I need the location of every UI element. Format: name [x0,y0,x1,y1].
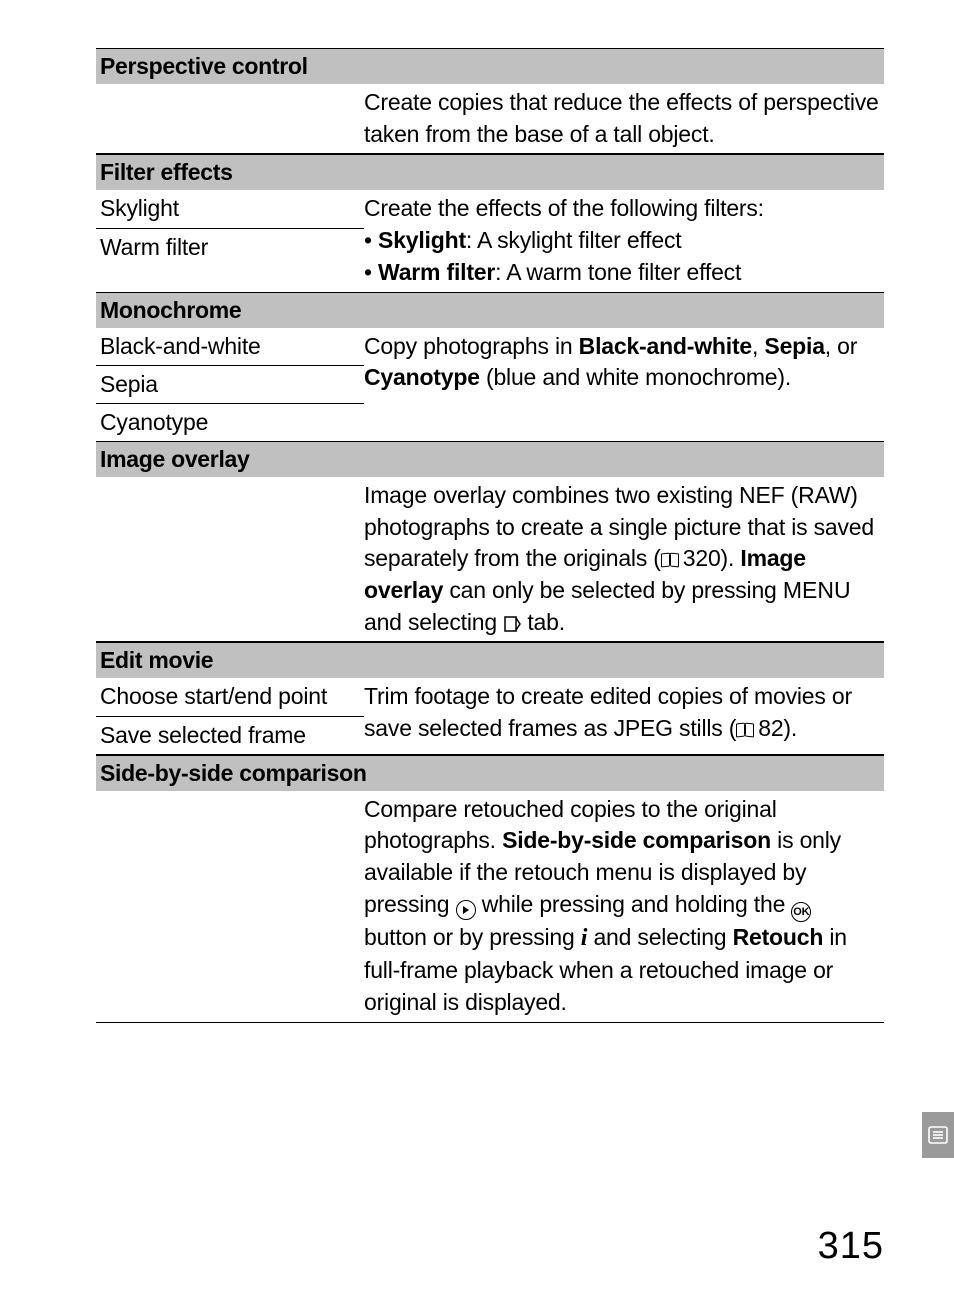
mono-desc-bw: Black-and-white [579,333,752,359]
mono-item-cyan: Cyanotype [96,404,364,441]
section-header-edit: Edit movie [96,642,884,678]
retouch-tab-icon [503,610,521,628]
mono-desc-2: , [752,333,764,359]
overlay-desc-3: can only be selected by pressing [443,577,783,603]
side-tab-menu-icon [922,1112,954,1158]
section-header-perspective: Perspective control [96,48,884,84]
menu-glyph: MENU [783,577,851,603]
side-desc-bold2: Retouch [733,924,824,950]
page-ref-icon [736,723,754,737]
mono-desc-sepia: Sepia [764,333,824,359]
edit-ref: 82 [758,715,783,741]
side-left-empty [96,791,364,1022]
page-number: 315 [818,1225,884,1268]
mono-desc-1: Copy photographs in [364,333,579,359]
overlay-desc: Image overlay combines two existing NEF … [364,477,884,642]
edit-item-save: Save selected frame [96,717,364,754]
edit-desc: Trim footage to create edited copies of … [364,678,884,753]
mono-desc-cyan: Cyanotype [364,364,480,390]
overlay-ref: 320 [683,545,721,571]
ok-button-icon: OK [791,902,811,922]
filter-bullet-skylight-label: Skylight [378,227,466,253]
edit-desc-2: ). [783,715,797,741]
mono-desc-4: (blue and white monochrome). [480,364,791,390]
section-header-side: Side-by-side comparison [96,755,884,791]
section-header-monochrome: Monochrome [96,292,884,328]
section-header-overlay: Image overlay [96,441,884,477]
filter-bullet-skylight-rest: : A skylight filter effect [466,227,682,253]
mono-desc: Copy photographs in Black-and-white, Sep… [364,328,884,441]
filter-bullet-warm-label: Warm filter [378,259,495,285]
side-desc-5: and selecting [587,924,732,950]
side-desc-4: button or by pressing [364,924,581,950]
playback-button-icon [456,900,476,920]
perspective-left-empty [96,84,364,153]
mono-desc-3: , or [825,333,857,359]
filter-desc-lead: Create the effects of the following filt… [364,195,764,221]
overlay-desc-2: ). [721,545,741,571]
overlay-desc-5: tab. [521,609,565,635]
page-ref-icon [661,553,679,567]
edit-item-choose: Choose start/end point [96,678,364,716]
overlay-desc-4: and selecting [364,609,503,635]
side-desc: Compare retouched copies to the original… [364,791,884,1022]
perspective-desc: Create copies that reduce the effects of… [364,84,884,153]
mono-item-sepia: Sepia [96,366,364,404]
mono-item-bw: Black-and-white [96,328,364,366]
side-desc-bold1: Side-by-side comparison [502,827,771,853]
filter-item-warm: Warm filter [96,229,364,266]
filter-bullet-warm-rest: : A warm tone filter effect [495,259,741,285]
overlay-left-empty [96,477,364,642]
filter-desc: Create the effects of the following filt… [364,190,884,291]
manual-page: Perspective control Create copies that r… [0,0,954,1023]
side-desc-3: while pressing and holding the [476,891,792,917]
section-header-filter: Filter effects [96,154,884,190]
filter-item-skylight: Skylight [96,190,364,228]
